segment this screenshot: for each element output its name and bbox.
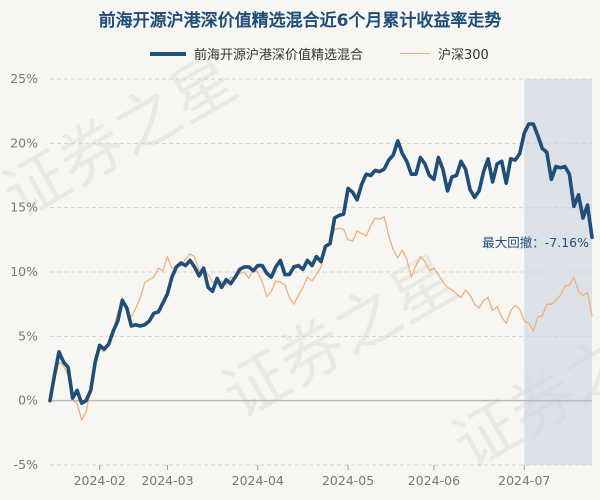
x-tick-label: 2024-06 bbox=[408, 473, 460, 488]
series-line-hs300 bbox=[49, 216, 593, 421]
legend-swatch-fund bbox=[150, 51, 186, 56]
legend-item-fund[interactable]: 前海开源沪港深价值精选混合 bbox=[150, 44, 363, 63]
y-tick-label: -5% bbox=[14, 457, 38, 472]
x-tick-label: 2024-07 bbox=[498, 473, 550, 488]
x-tick-label: 2024-03 bbox=[141, 473, 193, 488]
y-tick-label: 10% bbox=[10, 264, 38, 279]
legend: 前海开源沪港深价值精选混合 沪深300 bbox=[0, 44, 600, 64]
series-line-fund bbox=[48, 122, 594, 406]
y-tick-label: 0% bbox=[18, 393, 38, 408]
x-tick-label: 2024-04 bbox=[232, 473, 284, 488]
legend-label-fund: 前海开源沪港深价值精选混合 bbox=[194, 48, 364, 63]
y-tick-label: 5% bbox=[18, 328, 38, 343]
legend-item-hs300[interactable]: 沪深300 bbox=[400, 44, 489, 63]
chart-title: 前海开源沪港深价值精选混合近6个月累计收益率走势 bbox=[98, 11, 502, 31]
legend-label-hs300: 沪深300 bbox=[438, 48, 489, 63]
x-tick-label: 2024-02 bbox=[74, 473, 126, 488]
legend-swatch-hs300 bbox=[400, 52, 430, 55]
y-tick-label: 25% bbox=[10, 71, 38, 86]
y-tick-label: 15% bbox=[10, 200, 38, 215]
x-tick-label: 2024-05 bbox=[322, 473, 374, 488]
y-tick-label: 20% bbox=[10, 135, 38, 150]
max-drawdown-label: 最大回撤：-7.16% bbox=[482, 235, 589, 250]
